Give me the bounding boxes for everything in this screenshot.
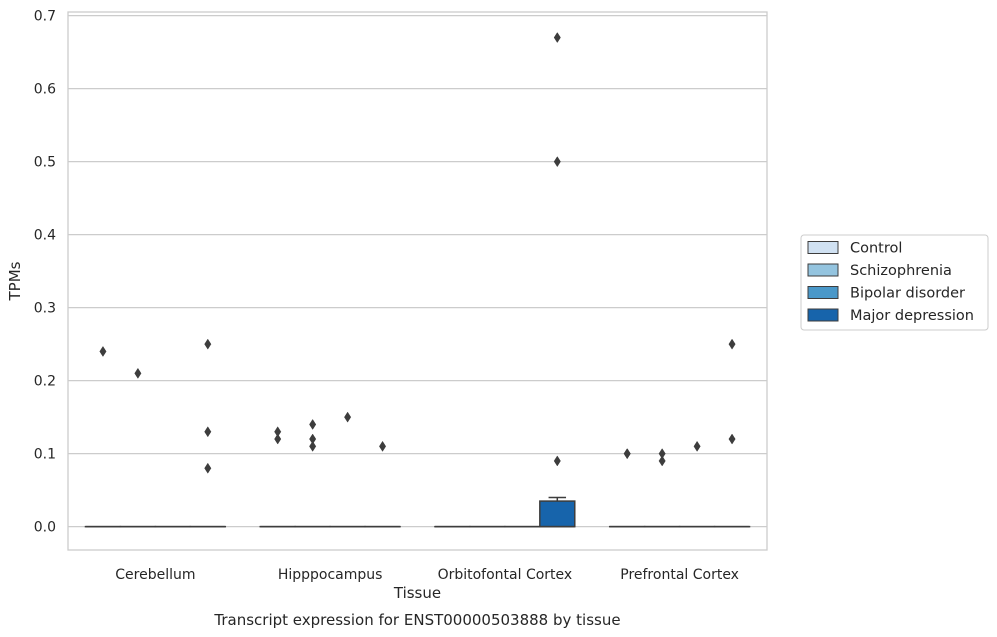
y-tick-label: 0.6	[34, 82, 56, 98]
x-tick-label: Orbitofontal Cortex	[438, 567, 573, 583]
box-layer	[84, 496, 751, 528]
outlier-marker	[309, 433, 317, 445]
outlier-marker	[344, 411, 352, 423]
legend: Control Schizophrenia Bipolar disorder Majo…	[800, 234, 989, 331]
plot-frame	[67, 11, 768, 551]
legend-frame	[800, 234, 989, 331]
x-tick-label: Hipppocampus	[278, 567, 383, 583]
x-tick-labels: Cerebellum Hipppocampus Orbitofontal Corte…	[115, 567, 739, 583]
outlier-marker	[204, 426, 212, 438]
outlier-marker	[309, 440, 317, 452]
x-tick-label: Prefrontal Cortex	[620, 567, 739, 583]
outlier-marker	[553, 32, 561, 44]
legend-label: Schizophrenia	[850, 263, 952, 279]
chart-title: Transcript expression for ENST0000050388…	[213, 611, 620, 629]
outlier-marker	[134, 367, 142, 379]
y-tick-label: 0.5	[34, 155, 56, 171]
outlier-marker	[309, 418, 317, 430]
outlier-marker	[693, 440, 701, 452]
legend-swatch	[807, 263, 839, 277]
box	[539, 500, 576, 528]
outlier-marker	[658, 455, 666, 467]
x-axis-label: Tissue	[393, 584, 441, 602]
x-tick-label: Cerebellum	[115, 567, 195, 583]
y-tick-label: 0.1	[34, 447, 56, 463]
outlier-marker	[728, 338, 736, 350]
y-tick-labels: 0.0 0.1 0.2 0.3 0.4 0.5 0.6 0.7	[34, 9, 56, 536]
legend-swatch	[807, 241, 839, 254]
legend-swatch	[807, 286, 839, 299]
outlier-marker	[204, 462, 212, 474]
legend-label: Major depression	[850, 308, 974, 324]
y-tick-label: 0.3	[34, 301, 56, 317]
outlier-marker	[99, 345, 107, 357]
outlier-marker	[553, 455, 561, 467]
outlier-layer	[99, 32, 736, 474]
y-axis-label: TPMs	[6, 261, 24, 301]
legend-label: Bipolar disorder	[850, 286, 965, 302]
y-tick-label: 0.0	[34, 520, 56, 536]
y-tick-label: 0.2	[34, 374, 56, 390]
outlier-marker	[204, 338, 212, 350]
outlier-marker	[274, 433, 282, 445]
y-tick-label: 0.4	[34, 228, 56, 244]
grid-lines	[68, 15, 767, 528]
outlier-marker	[553, 156, 561, 168]
y-tick-label: 0.7	[34, 9, 56, 25]
outlier-marker	[623, 448, 631, 460]
outlier-marker	[379, 440, 387, 452]
legend-swatch	[807, 308, 839, 322]
outlier-marker	[658, 448, 666, 460]
legend-label: Control	[850, 241, 902, 257]
outlier-marker	[274, 426, 282, 438]
outlier-marker	[728, 433, 736, 445]
